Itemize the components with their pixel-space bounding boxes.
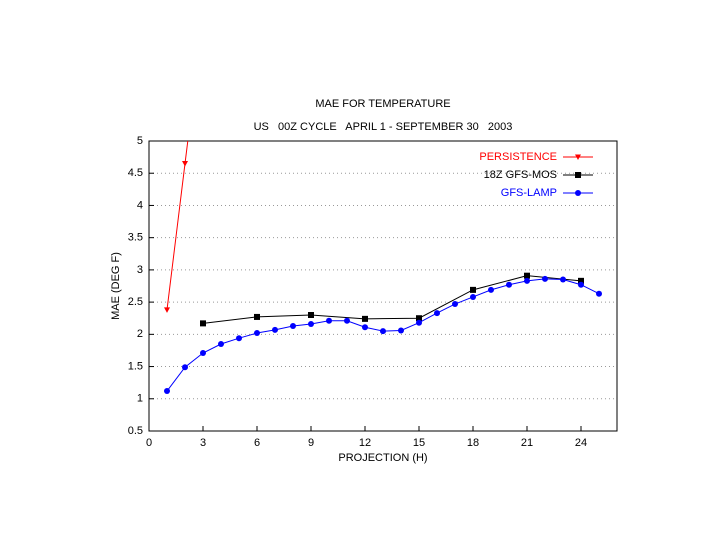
y-tick-label: 4.5 — [128, 167, 143, 179]
marker — [182, 161, 188, 167]
x-axis-label: PROJECTION (H) — [338, 452, 427, 464]
marker — [470, 286, 476, 293]
marker — [344, 317, 350, 324]
marker — [524, 272, 530, 279]
marker — [218, 341, 224, 347]
x-tick-label: 3 — [200, 437, 206, 449]
y-tick-label: 5 — [137, 135, 143, 147]
y-tick-label: 3.5 — [128, 232, 143, 244]
marker — [416, 319, 422, 326]
marker — [308, 312, 314, 318]
marker — [506, 281, 512, 288]
marker — [578, 281, 584, 288]
x-tick-label: 18 — [467, 437, 479, 449]
legend-label: PERSISTENCE — [479, 151, 557, 163]
y-tick-label: 1 — [137, 393, 143, 405]
marker — [596, 290, 602, 297]
marker — [380, 328, 386, 335]
marker — [326, 317, 332, 324]
plot-frame — [148, 140, 618, 432]
marker — [362, 315, 368, 322]
marker — [182, 364, 188, 371]
marker — [575, 154, 581, 160]
marker — [524, 277, 530, 284]
marker — [575, 172, 581, 178]
x-tick-label: 6 — [254, 437, 260, 449]
marker — [164, 307, 170, 313]
marker — [416, 315, 422, 322]
y-tick-label: 2 — [137, 328, 143, 340]
marker — [272, 326, 278, 333]
y-tick-label: 2.5 — [128, 296, 143, 308]
y-tick-label: 3 — [137, 264, 143, 276]
marker — [200, 320, 206, 327]
marker — [488, 286, 494, 293]
marker — [470, 293, 476, 300]
marker — [575, 190, 581, 196]
marker — [578, 277, 584, 284]
marker — [236, 335, 242, 342]
marker — [434, 310, 440, 317]
legend-label: 18Z GFS-MOS — [484, 169, 557, 181]
y-axis-label: MAE (DEG F) — [110, 252, 122, 320]
x-tick-label: 15 — [413, 437, 425, 449]
marker — [290, 322, 296, 329]
chart-title: MAE FOR TEMPERATURE — [315, 98, 450, 110]
marker — [254, 313, 260, 320]
series-line — [166, 278, 600, 392]
marker — [542, 275, 548, 282]
series-line — [202, 275, 582, 324]
marker — [560, 276, 566, 283]
marker — [398, 327, 404, 334]
y-tick-label: 4 — [137, 199, 143, 211]
x-tick-label: 21 — [521, 437, 533, 449]
marker — [164, 388, 170, 395]
chart-subtitle: US 00Z CYCLE APRIL 1 - SEPTEMBER 30 2003 — [254, 121, 513, 133]
marker — [362, 324, 368, 331]
marker — [200, 16, 206, 22]
x-tick-label: 0 — [146, 437, 152, 449]
y-tick-label: 0.5 — [128, 425, 143, 437]
legend-label: GFS-LAMP — [501, 187, 557, 199]
marker — [452, 301, 458, 308]
marker — [254, 330, 260, 337]
y-tick-label: 1.5 — [128, 360, 143, 372]
x-tick-label: 12 — [359, 437, 371, 449]
marker — [308, 321, 314, 328]
plot-area — [164, 16, 602, 395]
x-tick-label: 24 — [575, 437, 587, 449]
marker — [200, 350, 206, 357]
x-tick-label: 9 — [308, 437, 314, 449]
